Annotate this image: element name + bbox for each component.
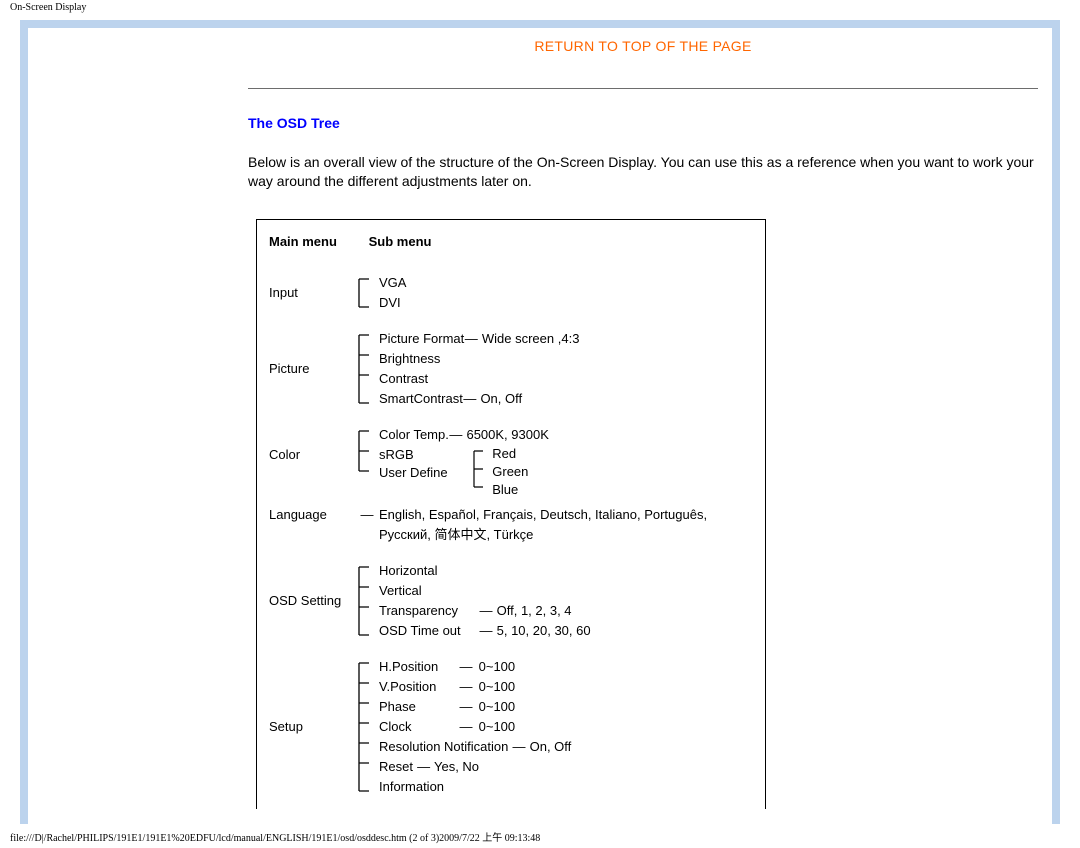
sub-list: Horizontal Vertical Transparency— Off, 1… xyxy=(379,561,753,641)
sub-item: Picture Format— Wide screen ,4:3 xyxy=(379,329,753,349)
dash-icon: — xyxy=(457,677,475,697)
bracket-icon xyxy=(355,657,379,797)
sub-label: User Define xyxy=(379,463,467,483)
sub-item: V.Position— 0~100 xyxy=(379,677,753,697)
sub-item: Vertical xyxy=(379,581,753,601)
sub-item: VGA xyxy=(379,273,753,293)
nested-item: Green xyxy=(492,463,528,481)
tree-block-picture: Picture Picture Format— Wide screen ,4:3… xyxy=(269,329,753,409)
main-label-setup: Setup xyxy=(269,657,355,797)
sub-label: SmartContrast xyxy=(379,391,463,406)
outer-frame: RETURN TO TOP OF THE PAGE The OSD Tree B… xyxy=(20,20,1060,824)
nested-item: Red xyxy=(492,445,528,463)
osd-tree-box: Main menu Sub menu Input VGA DVI xyxy=(256,219,766,809)
sub-list: VGA DVI xyxy=(379,273,753,313)
tree-block-language: Language — English, Español, Français, D… xyxy=(269,505,753,545)
sub-item: DVI xyxy=(379,293,753,313)
dash-icon: — xyxy=(479,601,493,621)
dash-icon: — xyxy=(464,329,478,349)
main-label-osd: OSD Setting xyxy=(269,561,355,641)
sub-label: Clock xyxy=(379,717,457,737)
sub-item: User Define xyxy=(379,463,753,483)
sub-item: Phase— 0~100 xyxy=(379,697,753,717)
sub-opts: 0~100 xyxy=(479,697,516,717)
sub-item: Contrast xyxy=(379,369,753,389)
nested-list: Red Green Blue xyxy=(492,445,528,499)
sub-opts: 6500K, 9300K xyxy=(466,427,548,442)
main-label-picture: Picture xyxy=(269,329,355,409)
sub-item: Transparency— Off, 1, 2, 3, 4 xyxy=(379,601,753,621)
dash-icon: — xyxy=(463,389,477,409)
sub-list: Color Temp.— 6500K, 9300K sRGB Red Green… xyxy=(379,425,753,483)
dash-icon: — xyxy=(449,425,463,445)
header-sub: Sub menu xyxy=(369,234,432,249)
sub-opts: 0~100 xyxy=(479,717,516,737)
main-label-language: Language xyxy=(269,505,355,525)
sub-item: Brightness xyxy=(379,349,753,369)
sub-opts: On, Off xyxy=(480,391,522,406)
bracket-icon xyxy=(355,425,379,485)
dash-icon: — xyxy=(512,737,526,757)
dash-icon: — xyxy=(457,657,475,677)
page-footer: file:///D|/Rachel/PHILIPS/191E1/191E1%20… xyxy=(10,829,540,844)
sub-label: Resolution Notification xyxy=(379,739,508,754)
sub-list: Picture Format— Wide screen ,4:3 Brightn… xyxy=(379,329,753,409)
sub-list: H.Position— 0~100 V.Position— 0~100 Phas… xyxy=(379,657,753,797)
inner-frame: RETURN TO TOP OF THE PAGE The OSD Tree B… xyxy=(28,28,1052,824)
tree-block-osd: OSD Setting Horizontal Vertical Transpar… xyxy=(269,561,753,641)
sub-item: Horizontal xyxy=(379,561,753,581)
tree-block-setup: Setup H.Position— 0~100 V.Position— 0~10… xyxy=(269,657,753,797)
page-header: On-Screen Display xyxy=(10,2,86,13)
sub-opts: Yes, No xyxy=(434,759,479,774)
dash-icon: — xyxy=(479,621,493,641)
main-label-input: Input xyxy=(269,273,355,313)
bracket-icon xyxy=(471,445,489,499)
header-main: Main menu xyxy=(269,234,365,249)
bracket-icon xyxy=(355,561,379,641)
intro-paragraph: Below is an overall view of the structur… xyxy=(248,153,1038,191)
tree-block-color: Color Color Temp.— 6500K, 9300K sRGB xyxy=(269,425,753,485)
bracket-icon xyxy=(355,329,379,409)
sub-item: SmartContrast— On, Off xyxy=(379,389,753,409)
sub-item: Clock— 0~100 xyxy=(379,717,753,737)
dash-icon: — xyxy=(457,697,475,717)
dash-icon: — xyxy=(417,757,431,777)
sub-opts: Off, 1, 2, 3, 4 xyxy=(497,603,572,618)
sub-item: Resolution Notification — On, Off xyxy=(379,737,753,757)
sub-item: OSD Time out— 5, 10, 20, 30, 60 xyxy=(379,621,753,641)
bracket-icon xyxy=(355,273,379,313)
main-label-color: Color xyxy=(269,425,355,485)
sub-label: V.Position xyxy=(379,677,457,697)
divider xyxy=(248,88,1038,89)
sub-opts: 0~100 xyxy=(479,677,516,697)
sub-item: Reset — Yes, No xyxy=(379,757,753,777)
sub-label: Phase xyxy=(379,697,457,717)
sub-item: Color Temp.— 6500K, 9300K xyxy=(379,425,753,445)
sub-item: English, Español, Français, Deutsch, Ita… xyxy=(379,505,753,545)
section-heading: The OSD Tree xyxy=(248,115,1038,131)
dash-icon: — xyxy=(355,505,379,525)
sub-opts: 0~100 xyxy=(479,657,516,677)
tree-block-input: Input VGA DVI xyxy=(269,273,753,313)
nested-item: Blue xyxy=(492,481,528,499)
sub-label: Picture Format xyxy=(379,331,464,346)
sub-list: English, Español, Français, Deutsch, Ita… xyxy=(379,505,753,545)
content-area: RETURN TO TOP OF THE PAGE The OSD Tree B… xyxy=(248,38,1038,809)
sub-label: OSD Time out xyxy=(379,621,479,641)
sub-label: H.Position xyxy=(379,657,457,677)
sub-label: Transparency xyxy=(379,601,479,621)
sub-label: Color Temp. xyxy=(379,425,449,445)
sub-item: Information xyxy=(379,777,753,797)
sub-opts: 5, 10, 20, 30, 60 xyxy=(497,623,591,638)
dash-icon: — xyxy=(457,717,475,737)
sub-label: sRGB xyxy=(379,445,467,465)
return-top-link[interactable]: RETURN TO TOP OF THE PAGE xyxy=(248,38,1038,54)
sub-opts: On, Off xyxy=(530,739,572,754)
sub-label: Reset xyxy=(379,759,413,774)
sub-item: H.Position— 0~100 xyxy=(379,657,753,677)
tree-headers: Main menu Sub menu xyxy=(269,234,753,249)
sub-opts: Wide screen ,4:3 xyxy=(482,331,580,346)
